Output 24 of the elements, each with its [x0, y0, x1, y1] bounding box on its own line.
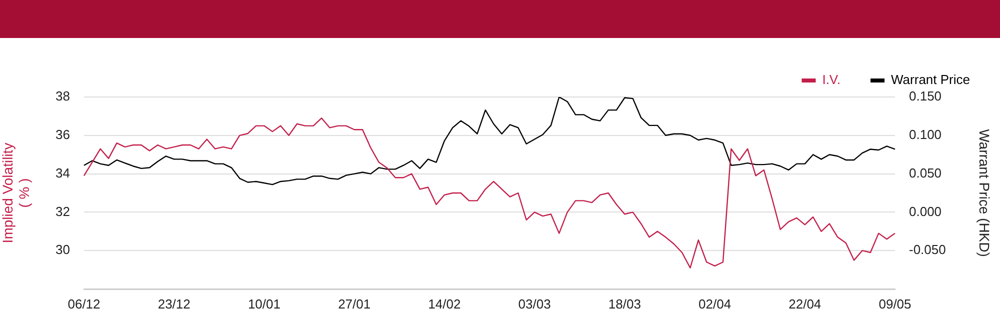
y2-tick-label: 0.100: [909, 126, 942, 142]
legend-label: Warrant Price: [891, 72, 970, 88]
y2-axis-title: Warrant Price (HKD): [976, 129, 993, 257]
x-tick-label: 02/04: [698, 296, 732, 312]
x-tick-label: 09/05: [878, 296, 912, 312]
x-tick-label: 18/03: [608, 296, 641, 312]
y2-tick-label: 0.150: [909, 88, 942, 104]
y-tick-label: 38: [56, 88, 70, 104]
legend-label: I.V.: [822, 72, 841, 88]
y-axis-title: Implied Volatility ( % ): [0, 142, 32, 244]
x-tick-label: 14/02: [428, 296, 461, 312]
y-tick-label: 34: [56, 165, 70, 180]
y-tick-label: 36: [56, 126, 70, 142]
y2-tick-label: 0.050: [909, 165, 942, 180]
x-tick-label: 10/01: [248, 296, 280, 312]
x-tick-label: 22/04: [788, 296, 822, 312]
x-tick-label: 03/03: [518, 296, 551, 312]
y2-tick-label: 0.000: [909, 204, 942, 219]
x-tick-label: 27/01: [338, 296, 371, 312]
y-tick-label: 30: [56, 242, 70, 258]
y2-tick-label: -0.050: [909, 242, 946, 258]
x-tick-label: 06/12: [68, 296, 100, 312]
y-tick-label: 32: [56, 204, 70, 219]
x-tick-label: 23/12: [158, 296, 190, 312]
